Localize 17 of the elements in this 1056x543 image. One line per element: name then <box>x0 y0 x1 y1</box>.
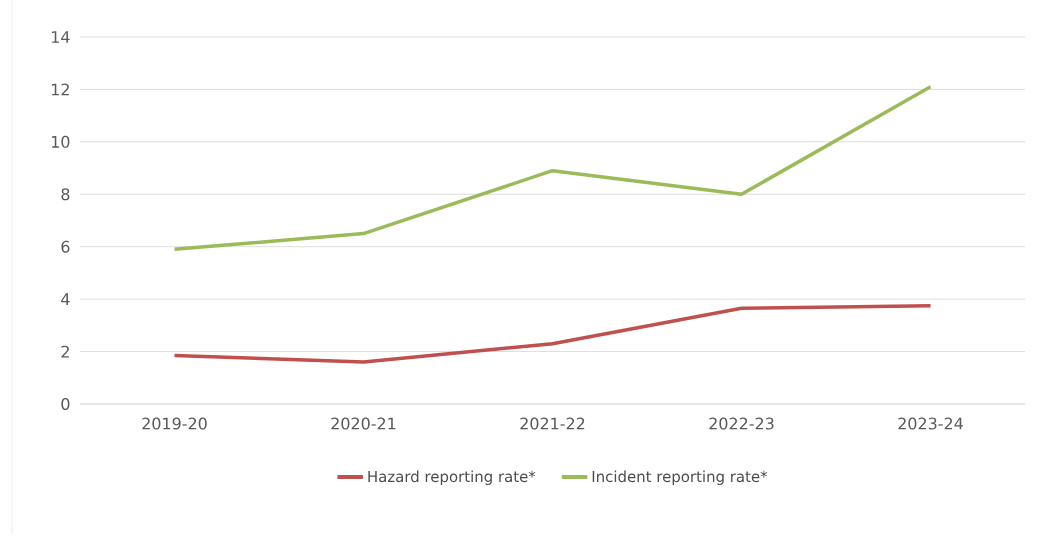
x-tick-label: 2021-22 <box>520 417 585 430</box>
line-series <box>172 85 933 252</box>
legend-label: Hazard reporting rate* <box>368 470 536 486</box>
y-tick-label: 12 <box>51 83 69 96</box>
x-tick-label: 2019-20 <box>142 417 207 430</box>
line-series <box>172 303 933 364</box>
x-tick-label: 2020-21 <box>331 417 396 430</box>
y-tick-label: 8 <box>61 188 70 201</box>
x-tick-label: 2023-24 <box>898 417 963 430</box>
y-tick-label: 10 <box>51 135 70 148</box>
y-tick-label: 0 <box>61 397 70 411</box>
y-tick-label: 4 <box>61 293 70 305</box>
x-tick-label: 2022-23 <box>709 417 774 430</box>
y-tick-label: 6 <box>61 240 70 253</box>
y-tick-label: 2 <box>61 345 69 358</box>
y-tick-label: 14 <box>51 31 70 43</box>
legend-label: Incident reporting rate* <box>592 470 768 486</box>
